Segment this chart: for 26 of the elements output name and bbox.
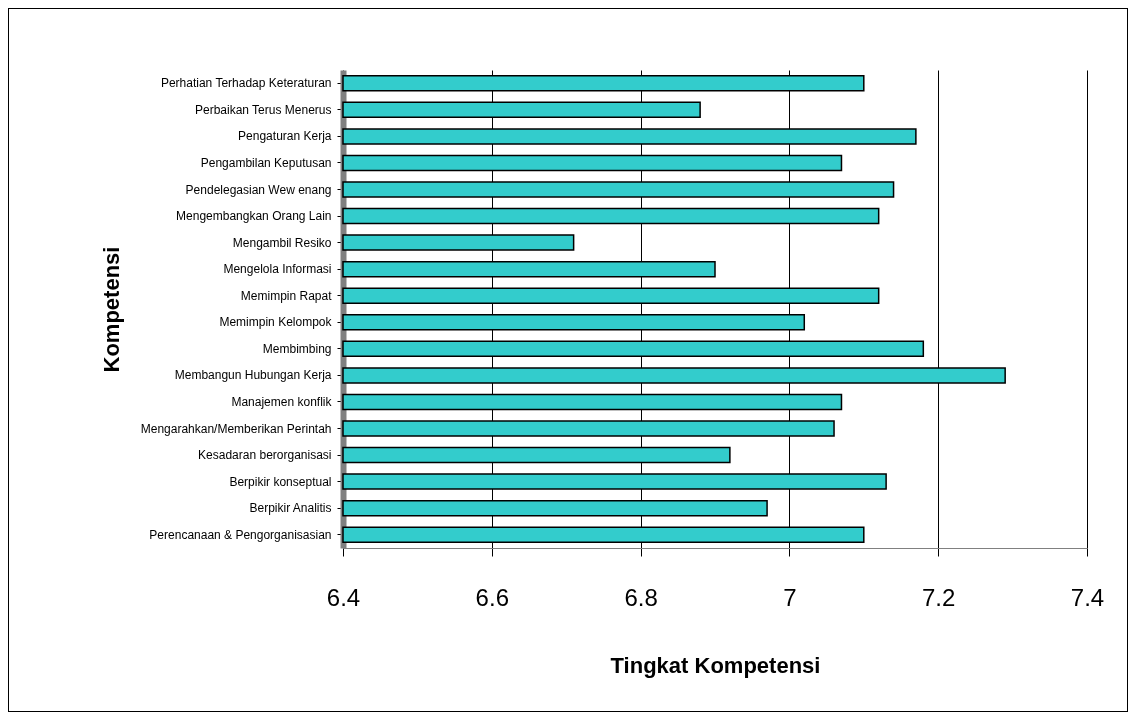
y-tick-label: Berpikir konseptual <box>229 474 332 489</box>
y-tick-label: Mengarahkan/Memberikan Perintah <box>140 421 332 436</box>
y-tick-label: Perencanaan & Pengorganisasian <box>149 527 332 542</box>
y-tick-label: Pendelegasian Wew enang <box>185 182 332 197</box>
y-tick-label: Berpikir Analitis <box>249 501 332 516</box>
y-tick-label: Pengaturan Kerja <box>238 129 332 144</box>
x-tick-label: 6.6 <box>475 583 509 611</box>
y-tick-label: Manajemen konflik <box>231 394 333 409</box>
y-tick-label: Membimbing <box>262 341 332 356</box>
y-tick-label: Membangun Hubungan Kerja <box>174 368 332 383</box>
y-tick-label: Mengembangkan Orang Lain <box>176 209 332 224</box>
y-tick-label: Perhatian Terhadap Keteraturan <box>160 76 332 91</box>
x-axis-title: Tingkat Kompetensi <box>610 652 821 678</box>
x-tick-label: 7.4 <box>1070 583 1105 611</box>
x-tick-label: 6.4 <box>326 583 361 611</box>
x-tick-label: 7 <box>783 583 797 611</box>
y-tick-label: Mengelola Informasi <box>223 262 332 277</box>
y-tick-label: Kesadaran berorganisasi <box>198 448 332 463</box>
y-tick-label: Memimpin Rapat <box>240 288 333 303</box>
x-tick-label: 6.8 <box>624 583 658 611</box>
y-tick-label: Pengambilan Keputusan <box>200 155 332 170</box>
y-tick-label: Mengambil Resiko <box>232 235 332 250</box>
y-axis-title: Kompetensi <box>98 246 124 373</box>
y-tick-label: Perbaikan Terus Menerus <box>194 102 332 117</box>
y-tick-label: Memimpin Kelompok <box>219 315 333 330</box>
x-tick-label: 7.2 <box>922 583 956 611</box>
